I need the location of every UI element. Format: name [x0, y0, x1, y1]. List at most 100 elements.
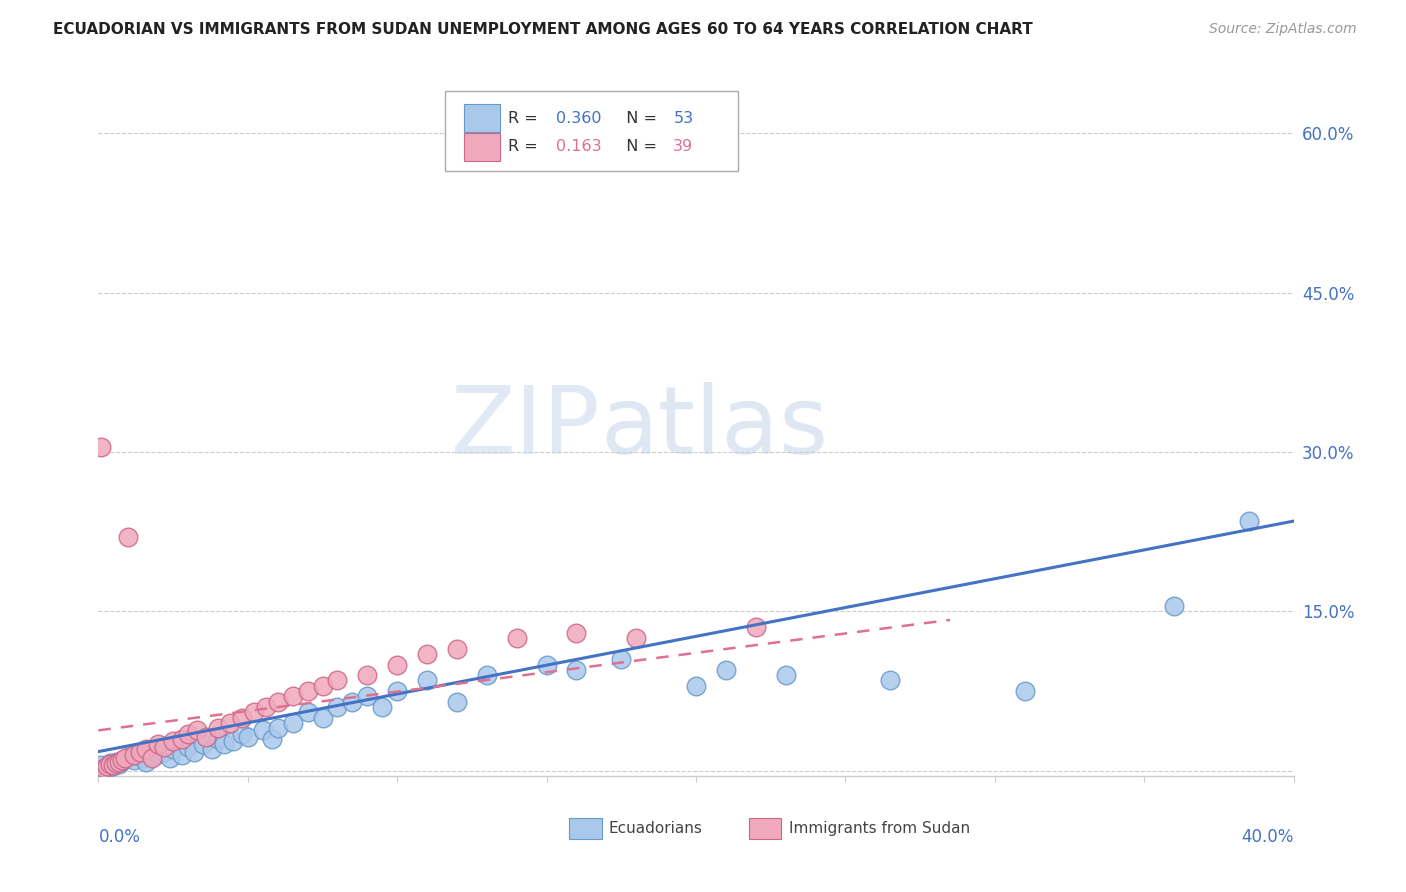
Point	[172, 747, 194, 762]
Point	[506, 631, 529, 645]
Point	[311, 679, 333, 693]
Point	[124, 753, 146, 767]
Point	[159, 751, 181, 765]
Point	[212, 737, 235, 751]
Point	[111, 753, 134, 767]
Point	[231, 726, 253, 740]
Point	[124, 747, 146, 762]
Text: ECUADORIAN VS IMMIGRANTS FROM SUDAN UNEMPLOYMENT AMONG AGES 60 TO 64 YEARS CORRE: ECUADORIAN VS IMMIGRANTS FROM SUDAN UNEM…	[53, 22, 1033, 37]
Text: 0.0%: 0.0%	[98, 828, 141, 847]
Point	[385, 657, 409, 672]
Point	[96, 759, 118, 773]
Point	[565, 625, 588, 640]
Point	[90, 440, 112, 454]
Text: ZIP: ZIP	[451, 382, 600, 475]
Point	[129, 745, 152, 759]
Point	[714, 663, 737, 677]
Point	[281, 690, 304, 704]
Point	[267, 721, 290, 735]
Text: N =: N =	[616, 111, 662, 126]
Point	[565, 663, 588, 677]
Point	[297, 684, 319, 698]
FancyBboxPatch shape	[748, 819, 780, 839]
Point	[254, 700, 277, 714]
Point	[105, 756, 128, 771]
Point	[98, 756, 122, 771]
Point	[416, 673, 439, 688]
Point	[536, 657, 558, 672]
Point	[135, 742, 157, 756]
Point	[356, 668, 378, 682]
Point	[475, 668, 498, 682]
Point	[141, 748, 163, 763]
Point	[105, 756, 128, 770]
Text: 53: 53	[673, 111, 693, 126]
Point	[326, 673, 349, 688]
Point	[162, 742, 184, 756]
Point	[222, 734, 245, 748]
FancyBboxPatch shape	[446, 91, 738, 170]
Point	[186, 723, 208, 738]
Point	[267, 695, 290, 709]
Point	[114, 752, 136, 766]
Point	[162, 734, 184, 748]
Point	[172, 731, 194, 746]
Point	[207, 721, 229, 735]
Point	[626, 631, 648, 645]
Point	[117, 750, 139, 764]
Point	[108, 757, 131, 772]
Point	[879, 673, 901, 688]
Point	[191, 737, 214, 751]
FancyBboxPatch shape	[464, 104, 501, 132]
Point	[231, 711, 253, 725]
Point	[93, 762, 115, 776]
Point	[135, 756, 157, 770]
Point	[141, 751, 163, 765]
Point	[252, 723, 274, 738]
Point	[177, 726, 200, 740]
Point	[236, 730, 259, 744]
Point	[103, 759, 125, 773]
Point	[103, 758, 125, 772]
Point	[219, 715, 242, 730]
Point	[111, 754, 134, 768]
Point	[127, 747, 149, 762]
Point	[117, 530, 139, 544]
Point	[195, 730, 218, 744]
Point	[342, 695, 364, 709]
Point	[243, 706, 266, 720]
Point	[446, 695, 468, 709]
Point	[416, 647, 439, 661]
Point	[297, 706, 319, 720]
Text: 0.360: 0.360	[557, 111, 602, 126]
Point	[96, 760, 118, 774]
Text: 39: 39	[673, 139, 693, 154]
Text: N =: N =	[616, 139, 662, 154]
Point	[311, 711, 333, 725]
Point	[132, 751, 155, 765]
Point	[775, 668, 797, 682]
Point	[114, 751, 136, 765]
Point	[98, 757, 122, 772]
Text: Source: ZipAtlas.com: Source: ZipAtlas.com	[1209, 22, 1357, 37]
Point	[201, 742, 224, 756]
Point	[1237, 514, 1260, 528]
Point	[207, 731, 229, 746]
Point	[177, 740, 200, 755]
Point	[326, 700, 349, 714]
FancyBboxPatch shape	[569, 819, 602, 839]
Point	[446, 641, 468, 656]
Point	[148, 737, 170, 751]
Point	[148, 747, 170, 761]
Point	[371, 700, 394, 714]
Text: Ecuadorians: Ecuadorians	[609, 821, 703, 836]
Point	[356, 690, 378, 704]
Point	[93, 760, 115, 774]
Text: atlas: atlas	[600, 382, 828, 475]
Text: Immigrants from Sudan: Immigrants from Sudan	[789, 821, 970, 836]
Text: R =: R =	[509, 139, 543, 154]
Point	[385, 684, 409, 698]
Point	[281, 715, 304, 730]
Point	[260, 731, 283, 746]
FancyBboxPatch shape	[464, 133, 501, 161]
